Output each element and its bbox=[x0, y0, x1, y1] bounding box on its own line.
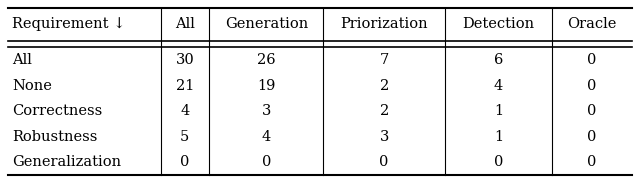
Text: 6: 6 bbox=[494, 53, 503, 67]
Text: 2: 2 bbox=[380, 104, 388, 118]
Text: 26: 26 bbox=[257, 53, 276, 67]
Text: Oracle: Oracle bbox=[568, 17, 617, 31]
Text: 0: 0 bbox=[494, 155, 503, 169]
Text: 0: 0 bbox=[588, 130, 597, 144]
Text: 3: 3 bbox=[262, 104, 271, 118]
Text: 0: 0 bbox=[262, 155, 271, 169]
Text: Correctness: Correctness bbox=[12, 104, 102, 118]
Text: All: All bbox=[12, 53, 32, 67]
Text: 0: 0 bbox=[588, 53, 597, 67]
Text: 0: 0 bbox=[380, 155, 389, 169]
Text: 30: 30 bbox=[175, 53, 194, 67]
Text: 0: 0 bbox=[588, 155, 597, 169]
Text: 0: 0 bbox=[588, 104, 597, 118]
Text: None: None bbox=[12, 79, 52, 93]
Text: 5: 5 bbox=[180, 130, 189, 144]
Text: 0: 0 bbox=[180, 155, 189, 169]
Text: 1: 1 bbox=[494, 130, 503, 144]
Text: 4: 4 bbox=[494, 79, 503, 93]
Text: Generation: Generation bbox=[225, 17, 308, 31]
Text: 3: 3 bbox=[380, 130, 389, 144]
Text: Requirement ↓: Requirement ↓ bbox=[12, 17, 125, 31]
Text: Generalization: Generalization bbox=[12, 155, 121, 169]
Text: All: All bbox=[175, 17, 195, 31]
Text: 19: 19 bbox=[257, 79, 275, 93]
Text: 1: 1 bbox=[494, 104, 503, 118]
Text: Detection: Detection bbox=[463, 17, 534, 31]
Text: 2: 2 bbox=[380, 79, 388, 93]
Text: 0: 0 bbox=[588, 79, 597, 93]
Text: 4: 4 bbox=[180, 104, 189, 118]
Text: 4: 4 bbox=[262, 130, 271, 144]
Text: 21: 21 bbox=[175, 79, 194, 93]
Text: Robustness: Robustness bbox=[12, 130, 97, 144]
Text: Priorization: Priorization bbox=[340, 17, 428, 31]
Text: 7: 7 bbox=[380, 53, 388, 67]
